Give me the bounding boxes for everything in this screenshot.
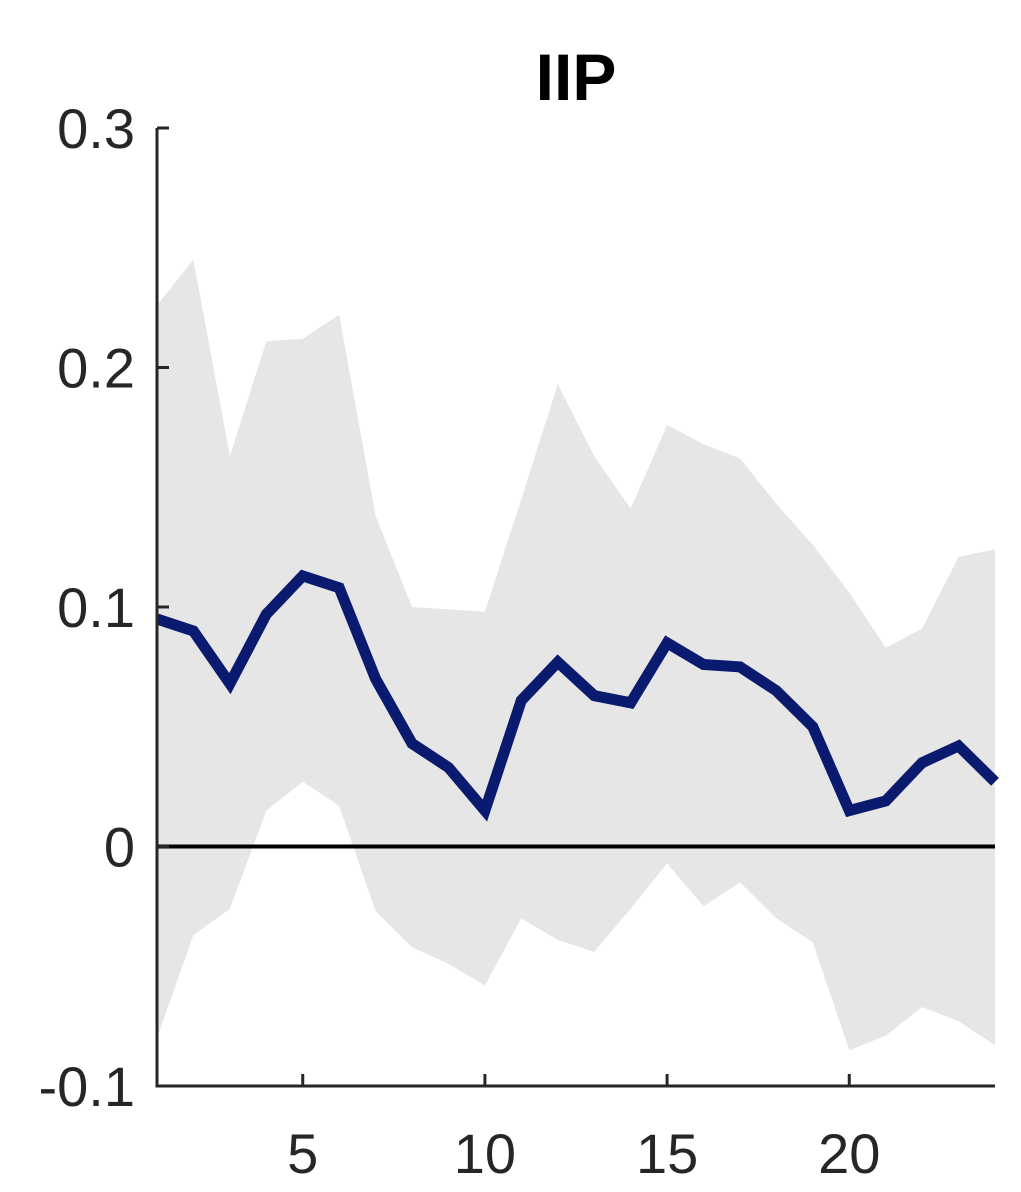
y-tick-label: 0.1 bbox=[57, 576, 135, 639]
x-tick-label: 5 bbox=[287, 1122, 318, 1185]
chart-title: IIP bbox=[536, 40, 617, 114]
confidence-band-layer bbox=[157, 259, 995, 1051]
confidence-band bbox=[157, 259, 995, 1051]
x-tick-label: 15 bbox=[636, 1122, 698, 1185]
tick-label-layer: -0.1 0 0.1 0.2 0.3 5 10 15 20 bbox=[39, 97, 881, 1185]
axes-layer bbox=[155, 126, 995, 1088]
x-tick-label: 20 bbox=[818, 1122, 880, 1185]
y-tick-label: 0.2 bbox=[57, 337, 135, 400]
y-tick-label: 0 bbox=[104, 816, 135, 879]
series-line-layer bbox=[155, 569, 999, 822]
y-tick-label: -0.1 bbox=[39, 1055, 136, 1118]
x-tick-label: 10 bbox=[454, 1122, 516, 1185]
series-line-0 bbox=[155, 569, 999, 822]
y-tick-label: 0.3 bbox=[57, 97, 135, 160]
